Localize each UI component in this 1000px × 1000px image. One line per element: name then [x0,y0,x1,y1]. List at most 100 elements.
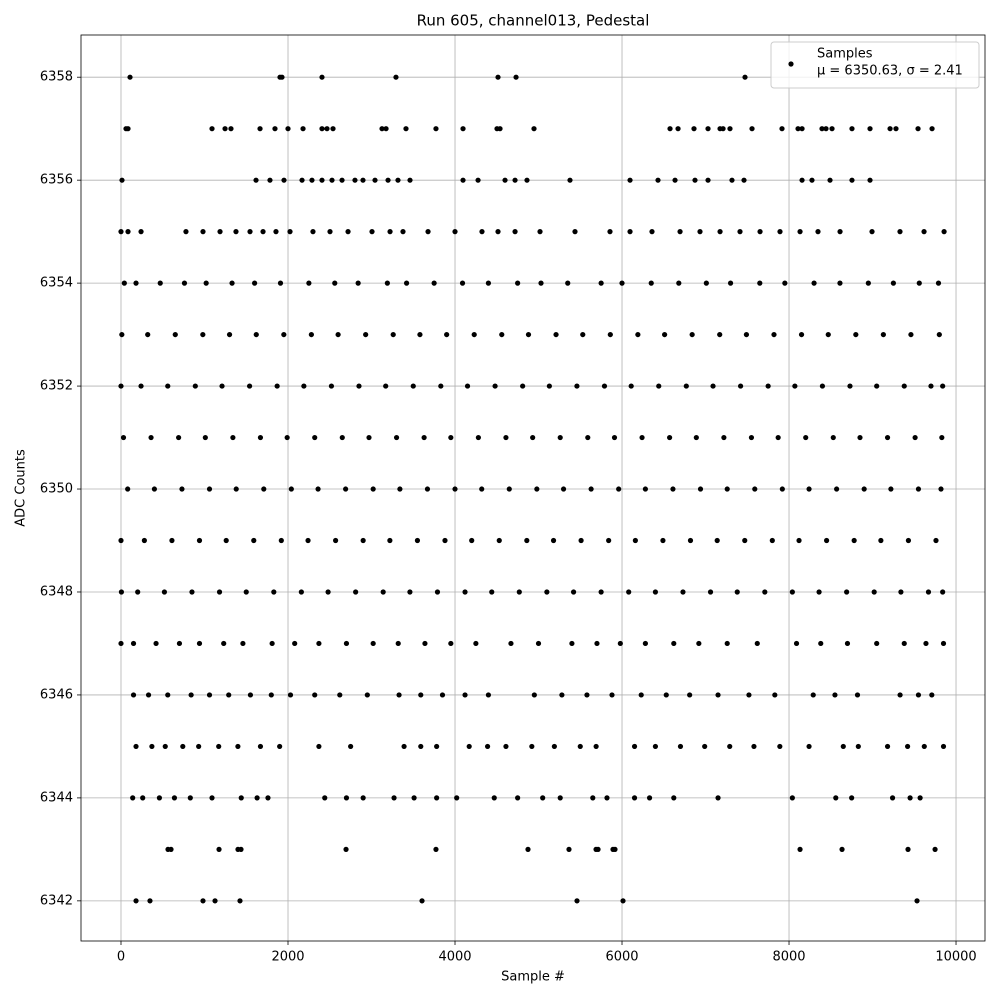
point [345,229,351,235]
point [206,486,213,492]
point [667,434,673,441]
point [935,280,942,286]
point [130,795,136,801]
point [502,177,508,183]
point [799,126,805,132]
point [757,280,763,286]
point [135,589,141,595]
point [360,795,366,801]
point [793,640,800,647]
point [370,486,376,492]
point [566,846,572,852]
point [180,743,186,750]
point [799,177,805,183]
point [782,280,788,286]
point [789,589,795,595]
point [803,434,809,441]
point [631,743,638,750]
point [176,434,182,441]
point [140,795,146,801]
point [516,589,522,595]
y-tick-label: 6342 [40,893,73,908]
point [849,177,855,183]
point [642,486,648,492]
point [497,126,503,132]
point [325,589,331,595]
point [737,229,743,235]
point [889,795,896,801]
point [929,126,935,132]
point [775,434,781,441]
point [671,795,677,801]
point [370,640,376,647]
point [324,126,330,132]
point [670,486,676,492]
point [837,280,843,286]
point [632,537,638,544]
point [729,177,735,183]
axes: 0 2000 4000 6000 8000 10000 6342 6344 6346 6348 63… [40,70,977,965]
point [660,537,666,544]
point [538,280,544,286]
x-tick-label: 2000 [271,950,304,965]
point [149,743,155,750]
point [281,177,287,183]
point [569,640,575,647]
point [710,383,716,389]
point [551,743,557,750]
point [229,280,235,286]
legend: Samples μ = 6350.63, σ = 2.41 [770,41,980,89]
point [410,383,416,389]
point [915,486,922,492]
point [912,434,918,441]
point [141,537,147,544]
point [715,692,721,698]
point [235,743,241,750]
point [230,434,236,441]
point [762,589,768,595]
y-tick-label: 6350 [40,482,73,497]
point [489,589,495,595]
point [811,280,817,286]
point [452,486,458,492]
point [676,280,682,286]
point [485,692,492,698]
point [348,743,354,750]
point [216,589,223,595]
point [827,177,833,183]
point [512,229,518,235]
point [355,280,361,286]
point [627,229,633,235]
point [281,331,287,338]
point [272,126,278,132]
point [897,229,903,235]
point [274,383,280,389]
point [226,692,232,698]
point [772,692,778,698]
point [751,743,757,750]
point [638,692,644,698]
point [871,589,877,595]
point [893,126,899,132]
point [187,795,193,801]
points [118,74,947,904]
point [915,126,921,132]
point [642,640,648,647]
point [928,383,934,389]
point [383,383,389,389]
point [925,589,932,595]
point [247,229,253,235]
x-tick-label: 4000 [438,950,471,965]
point [867,177,873,183]
point [696,640,702,647]
point [300,126,306,132]
point [503,743,509,750]
point [560,486,567,492]
chart-title: Run 605, channel013, Pedestal [417,12,650,30]
point [284,434,290,441]
point [130,692,137,698]
point [594,640,600,647]
point [330,126,336,132]
point [125,126,131,132]
